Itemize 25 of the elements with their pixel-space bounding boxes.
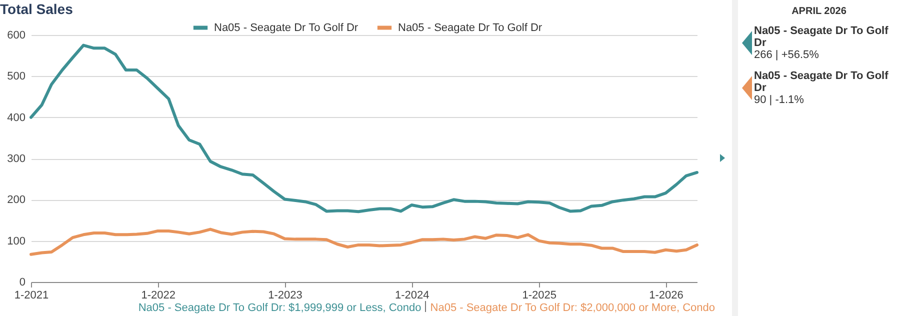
line-series: [30, 228, 698, 256]
y-tick-label: 100: [7, 235, 26, 248]
text: Na05 - Seagate Dr To Golf Dr: [754, 70, 890, 94]
y-tick-label: 600: [7, 30, 26, 42]
y-tick-label: 500: [7, 70, 26, 83]
x-tick-label: 1-2022: [141, 290, 176, 302]
x-tick-label: 1-2025: [522, 290, 556, 302]
x-tick-label: 1-2024: [394, 290, 430, 302]
y-tick-label: 200: [7, 194, 26, 206]
text: Na05 - Seagate Dr To Golf Dr: $2,000,000 or More, Condo: [430, 302, 715, 314]
legend-label: Na05 - Seagate Dr To Golf Dr: [398, 22, 542, 34]
chart-title: Total Sales: [0, 1, 74, 17]
y-tick-label: 0: [19, 276, 26, 288]
text: Na05 - Seagate Dr To Golf Dr: [754, 25, 890, 49]
y-tick-label: 300: [7, 153, 26, 165]
y-tick-label: 400: [7, 112, 26, 124]
x-tick-label: 1-2021: [14, 290, 49, 302]
text: APRIL 2026: [790, 6, 848, 17]
text: 90 | -1.1%: [754, 94, 805, 107]
text: Na05 - Seagate Dr To Golf Dr: $1,999,999 or Less, Condo: [138, 302, 422, 314]
x-tick-label: 1-2026: [649, 290, 684, 302]
x-tick-label: 1-2023: [268, 290, 302, 302]
text: 266 | +56.5%: [754, 49, 820, 62]
line-series: [30, 44, 698, 214]
legend-label: Na05 - Seagate Dr To Golf Dr: [214, 22, 358, 34]
